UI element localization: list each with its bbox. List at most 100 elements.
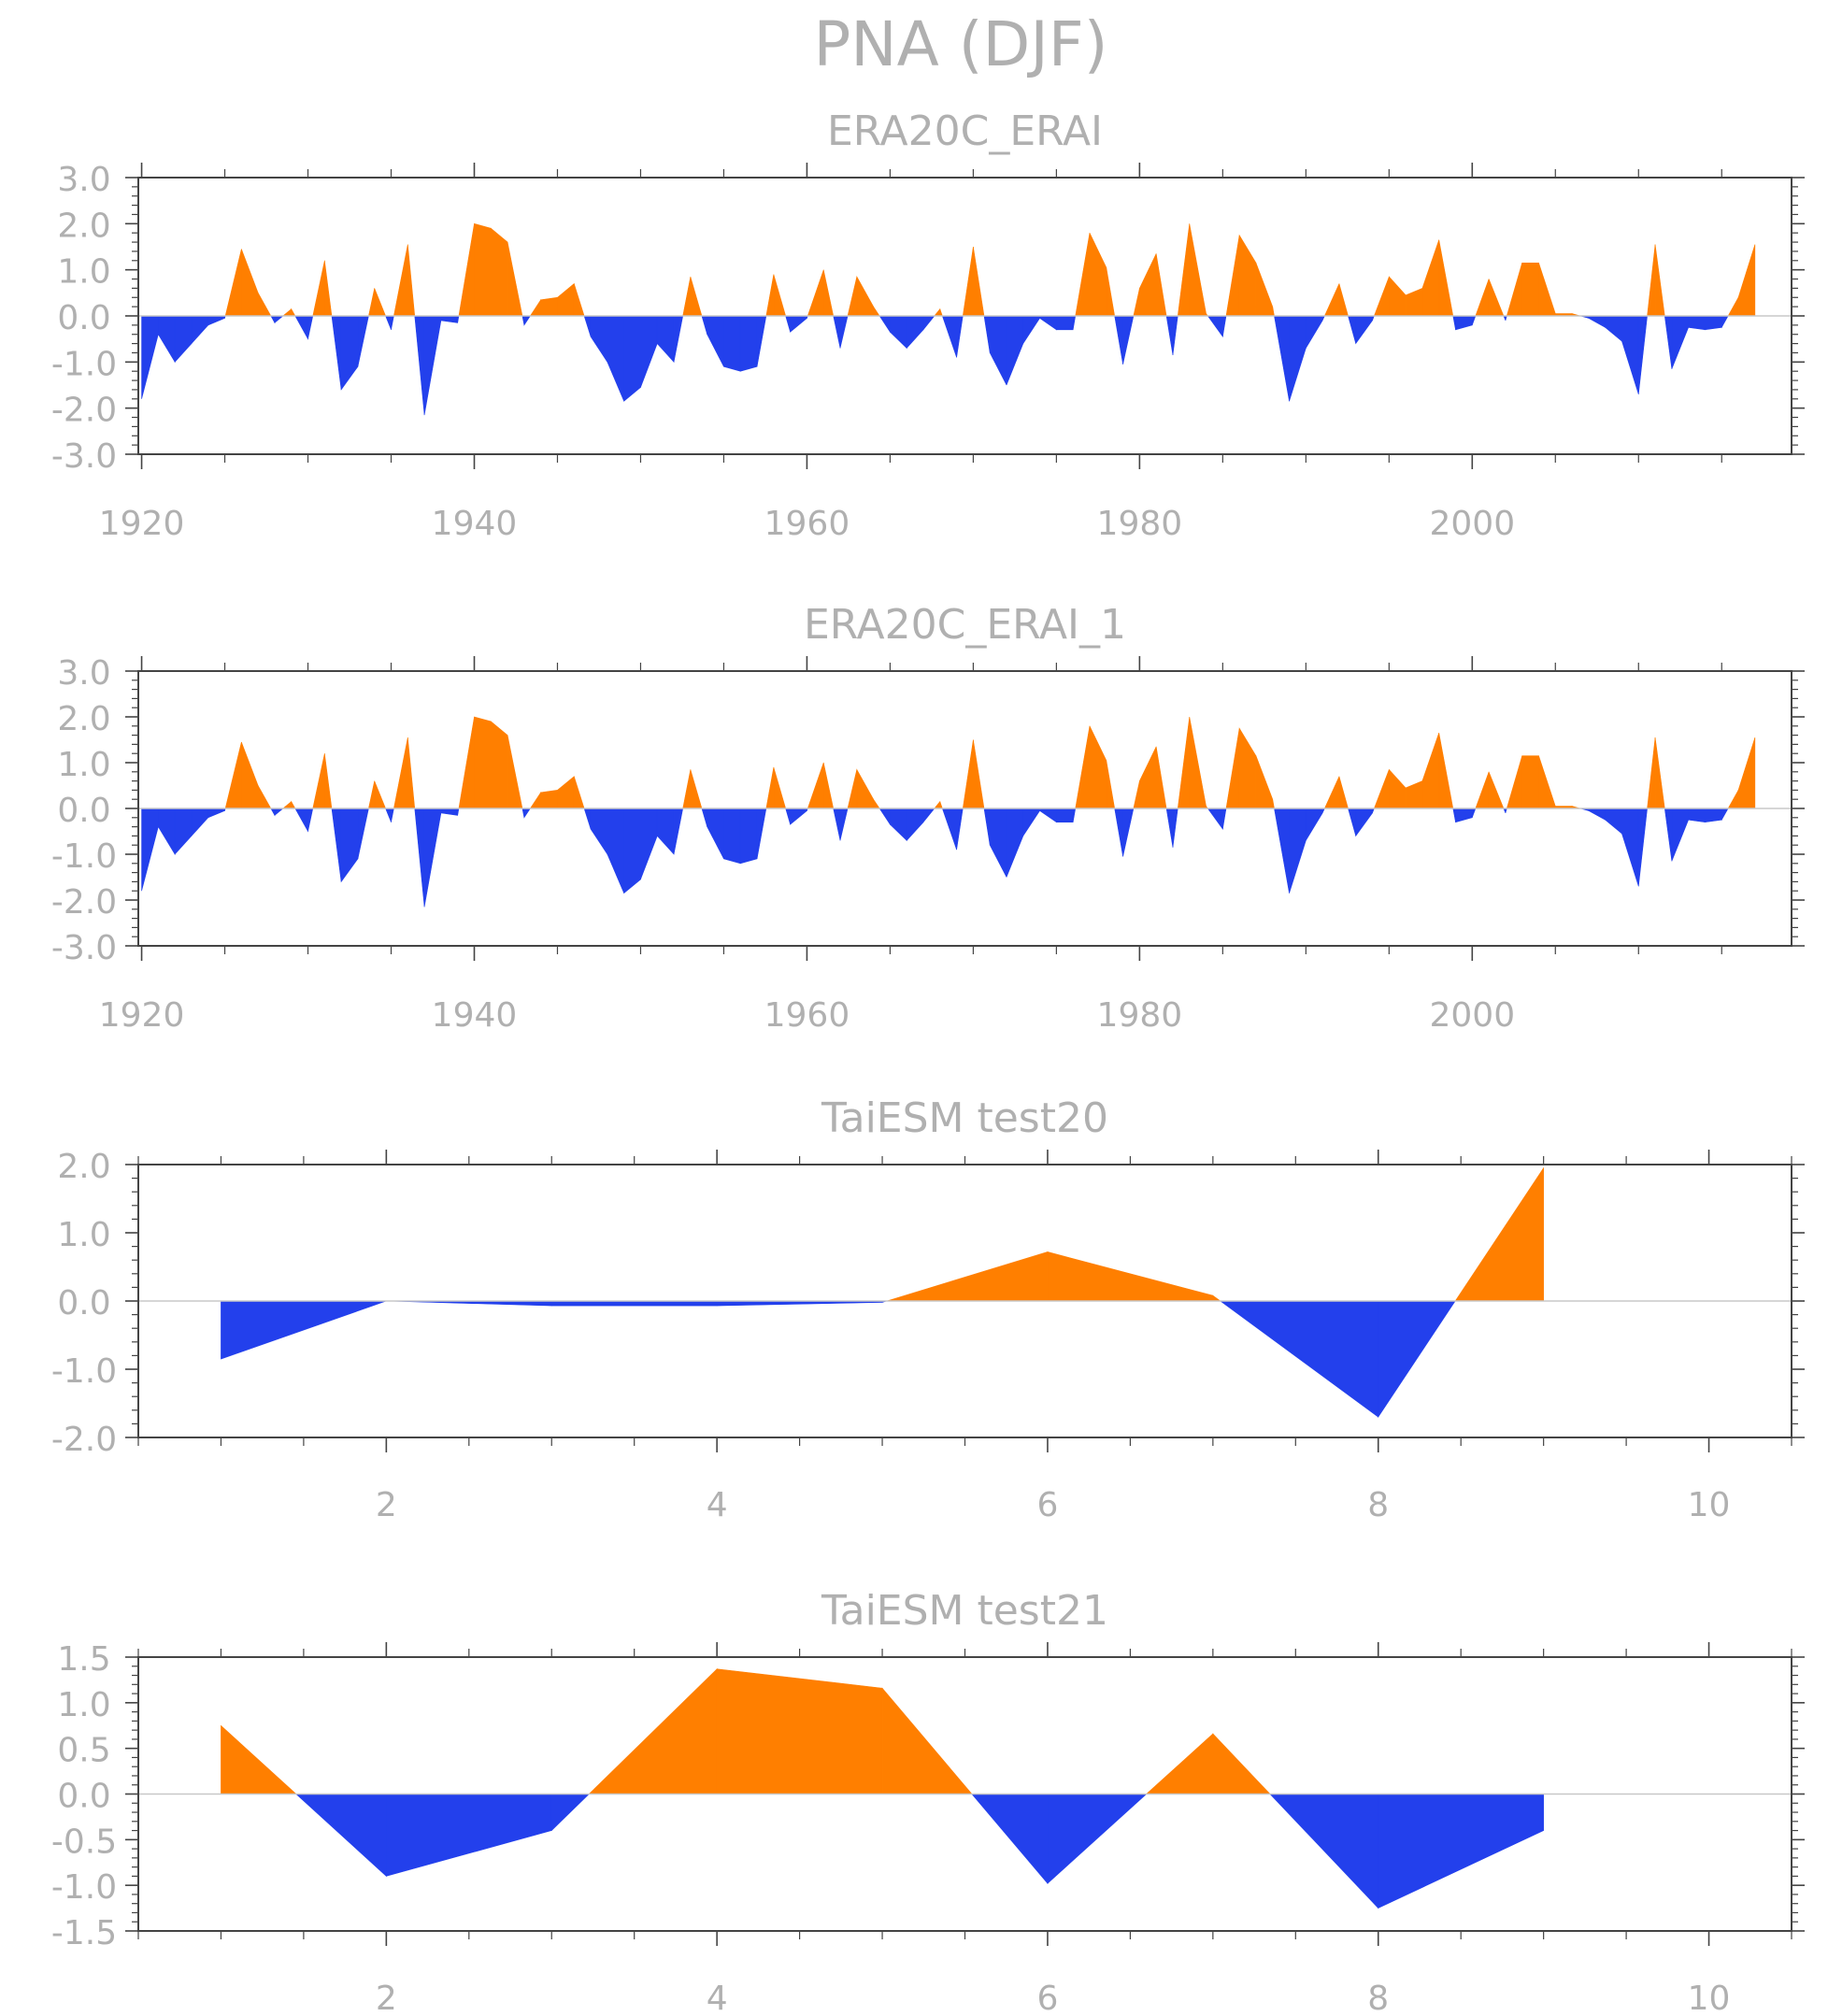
negative-area xyxy=(1378,1300,1456,1419)
negative-area xyxy=(1056,808,1074,823)
negative-area xyxy=(141,808,159,892)
x-tick-label: 4 xyxy=(707,1980,728,2016)
negative-area xyxy=(673,315,684,363)
negative-area xyxy=(1588,808,1606,821)
negative-area xyxy=(983,315,991,353)
positive-area xyxy=(765,274,775,317)
negative-area xyxy=(1705,315,1722,331)
positive-area xyxy=(257,292,272,317)
y-tick-label: 2.0 xyxy=(57,700,110,738)
positive-area xyxy=(690,769,703,809)
panel-title: ERA20C_ERAI_1 xyxy=(804,601,1126,649)
y-tick-label: 1.0 xyxy=(57,1686,110,1724)
negative-area xyxy=(1472,808,1477,818)
positive-area xyxy=(474,222,492,317)
negative-area xyxy=(1306,808,1323,842)
positive-area xyxy=(224,249,242,317)
y-tick-label: -1.0 xyxy=(51,1868,117,1907)
positive-area xyxy=(1155,746,1167,809)
negative-area xyxy=(191,315,209,345)
negative-area xyxy=(583,315,592,337)
negative-area xyxy=(1455,315,1473,331)
negative-area xyxy=(1022,315,1040,345)
positive-area xyxy=(374,288,387,317)
positive-area xyxy=(241,249,259,317)
negative-area xyxy=(707,315,724,367)
positive-area xyxy=(973,739,985,809)
positive-area xyxy=(324,260,333,317)
positive-area xyxy=(1155,253,1167,317)
negative-area xyxy=(989,315,1007,386)
negative-area xyxy=(756,315,767,367)
negative-area xyxy=(1671,808,1689,862)
negative-area xyxy=(1306,315,1323,350)
negative-area xyxy=(890,808,907,842)
negative-area xyxy=(391,315,394,330)
positive-area xyxy=(1106,267,1116,317)
positive-area xyxy=(1421,239,1440,317)
y-tick-label: -2.0 xyxy=(51,392,117,430)
positive-area xyxy=(1438,239,1454,317)
positive-area xyxy=(873,306,880,317)
y-tick-label: -1.0 xyxy=(51,345,117,383)
positive-area xyxy=(765,766,775,809)
negative-area xyxy=(1289,315,1307,402)
negative-area xyxy=(890,315,907,350)
positive-area xyxy=(1647,244,1656,317)
positive-area xyxy=(881,1687,973,1794)
negative-area xyxy=(723,808,741,865)
negative-area xyxy=(906,315,924,350)
negative-area xyxy=(340,808,359,883)
positive-area xyxy=(1323,776,1340,809)
negative-area xyxy=(1006,808,1024,878)
negative-area xyxy=(1274,808,1290,894)
panel-title: TaiESM test20 xyxy=(821,1094,1108,1142)
negative-area xyxy=(1671,315,1689,369)
positive-area xyxy=(407,244,416,317)
negative-area xyxy=(1274,315,1290,402)
positive-area xyxy=(847,277,858,317)
negative-area xyxy=(1452,808,1456,822)
negative-area xyxy=(340,315,359,391)
x-tick-label: 10 xyxy=(1688,1980,1731,2016)
positive-area xyxy=(1647,737,1656,809)
positive-area xyxy=(1506,263,1522,317)
positive-area xyxy=(368,288,376,317)
y-tick-label: 1.0 xyxy=(57,746,110,784)
positive-area xyxy=(458,223,475,317)
positive-area xyxy=(873,798,880,809)
positive-area xyxy=(1521,262,1539,317)
positive-area xyxy=(822,762,835,809)
positive-area xyxy=(1421,733,1440,809)
chart-panel-2: ERA20C_ERAI_1 -3.0 -2.0 -1.0 0.0 1.0 2.0 3.0 192… xyxy=(51,601,1805,1035)
negative-area xyxy=(1114,808,1123,857)
positive-area xyxy=(1475,279,1490,317)
negative-area xyxy=(1637,808,1648,887)
negative-area xyxy=(357,315,369,367)
negative-area xyxy=(640,808,658,880)
positive-area xyxy=(1373,769,1390,809)
negative-area xyxy=(386,1794,552,1877)
negative-area xyxy=(1705,808,1722,823)
negative-area xyxy=(906,808,924,842)
negative-area xyxy=(1355,808,1373,837)
x-tick-label: 1940 xyxy=(432,996,518,1035)
positive-area xyxy=(1139,253,1157,317)
negative-area xyxy=(607,808,624,894)
negative-area xyxy=(590,315,608,364)
negative-area xyxy=(385,808,392,822)
positive-area xyxy=(393,736,408,809)
negative-area xyxy=(878,315,891,334)
negative-area xyxy=(1022,808,1040,837)
positive-area xyxy=(1373,276,1390,317)
negative-area xyxy=(1588,315,1606,328)
negative-area xyxy=(583,808,592,830)
negative-area xyxy=(440,808,459,816)
positive-area xyxy=(962,739,974,809)
y-tick-label: 2.0 xyxy=(57,207,110,245)
positive-area xyxy=(1177,223,1191,317)
positive-area xyxy=(1106,760,1116,809)
positive-area xyxy=(1506,755,1522,809)
positive-area xyxy=(1438,733,1454,809)
negative-area xyxy=(295,1794,387,1878)
